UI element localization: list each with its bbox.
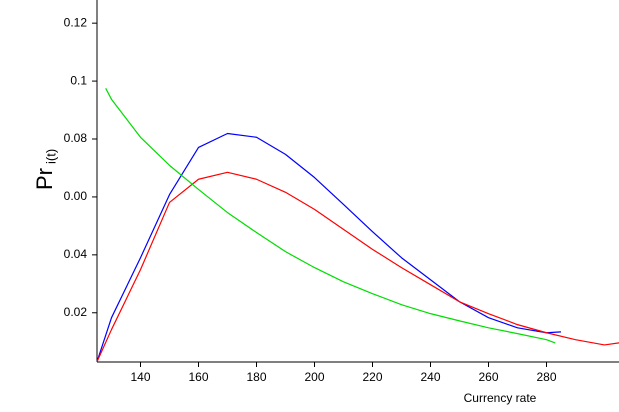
- x-tick-label: 280: [536, 370, 556, 384]
- line-series: [96, 132, 562, 362]
- x-tick-label: 140: [130, 370, 150, 384]
- y-tick-label: 0.00: [64, 189, 88, 203]
- line-series: [105, 88, 556, 344]
- x-tick-label: 220: [362, 370, 382, 384]
- x-tick-label: 160: [188, 370, 208, 384]
- y-tick-label: 0.02: [64, 305, 88, 319]
- y-tick-label: 0.1: [70, 73, 87, 87]
- y-tick-label: 0.04: [64, 247, 88, 261]
- y-axis-label-subscript: i(t): [43, 149, 58, 164]
- x-tick-label: 200: [304, 370, 324, 384]
- y-tick-label: 0.12: [64, 15, 88, 29]
- y-axis-label-group: Pr i(t): [32, 149, 59, 190]
- line-series: [96, 171, 619, 362]
- x-tick-label: 260: [478, 370, 498, 384]
- x-tick-label: 180: [246, 370, 266, 384]
- x-tick-label: 240: [420, 370, 440, 384]
- y-tick-label: 0.08: [64, 131, 88, 145]
- x-axis-label: Currency rate: [464, 391, 537, 405]
- y-axis-label: Pr: [32, 168, 57, 190]
